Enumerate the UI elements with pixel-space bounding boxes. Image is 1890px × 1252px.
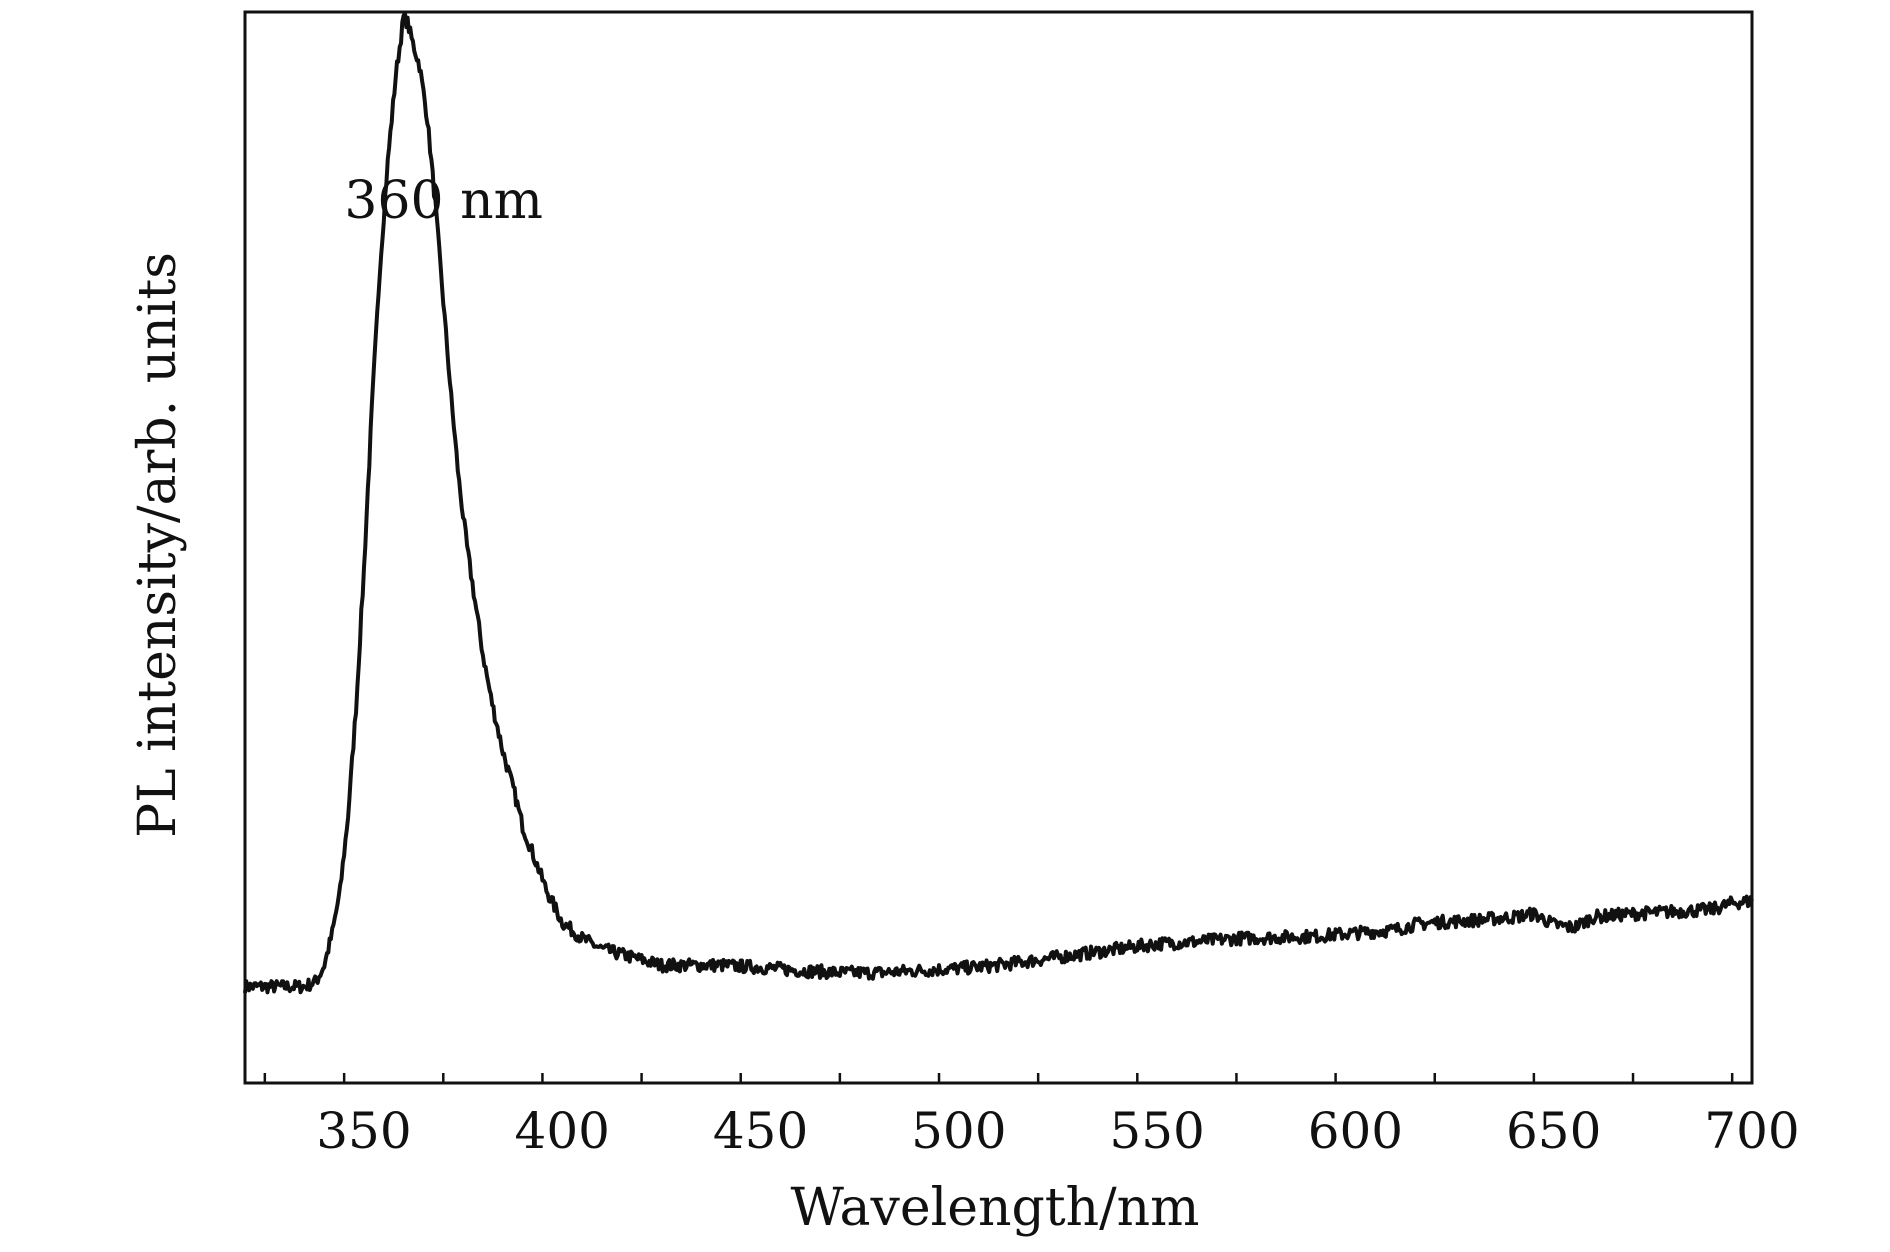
peak-annotation: 360 nm (344, 171, 543, 231)
y-axis-title: PL intensity/arb. units (128, 252, 188, 838)
x-tick-label: 700 (1704, 1102, 1799, 1160)
x-tick-label: 650 (1506, 1102, 1601, 1160)
series-group (243, 11, 1754, 995)
x-ticks-group (263, 1073, 1734, 1083)
pl-spectrum-line (243, 11, 1754, 995)
annotation-group: 360 nm (344, 171, 543, 231)
x-tick-label: 400 (515, 1102, 610, 1160)
x-tick-label: 600 (1308, 1102, 1403, 1160)
x-axis-title: Wavelength/nm (791, 1178, 1200, 1238)
x-tick-label: 500 (911, 1102, 1006, 1160)
x-tick-label: 450 (713, 1102, 808, 1160)
x-tick-label: 350 (316, 1102, 411, 1160)
plot-frame (243, 10, 1754, 1085)
x-tick-labels-group: 350 400 450 500 550 600 650 700 (316, 1102, 1799, 1160)
x-tick-label: 550 (1109, 1102, 1204, 1160)
plot-frame-group (243, 10, 1754, 1085)
